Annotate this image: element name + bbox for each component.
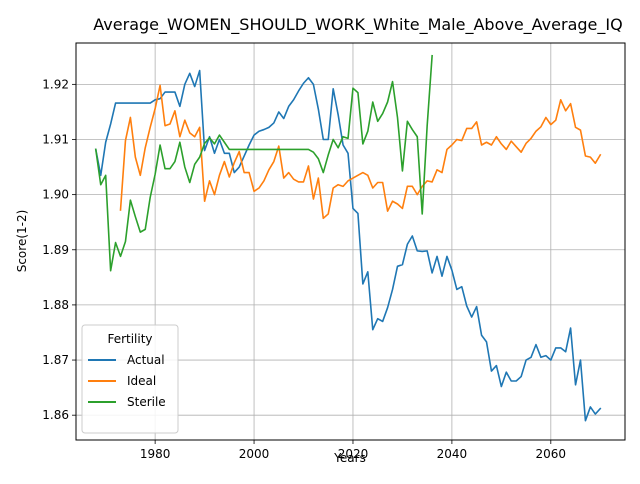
series-line-ideal xyxy=(119,84,602,220)
x-tick-label: 2060 xyxy=(536,447,567,461)
y-axis-ticks: 1.86 1.87 1.88 1.89 1.90 1.91 1.92 xyxy=(42,77,76,422)
x-axis-ticks: 1980 2000 2020 2040 2060 xyxy=(140,440,566,461)
y-tick-label: 1.92 xyxy=(42,77,69,91)
legend-box xyxy=(81,324,179,434)
y-tick-label: 1.86 xyxy=(42,408,69,422)
legend-label-ideal: Ideal xyxy=(127,374,156,388)
legend-label-sterile: Sterile xyxy=(127,395,166,409)
series-line-actual xyxy=(94,69,602,422)
x-tick-label: 1980 xyxy=(140,447,171,461)
plot-area-frame xyxy=(75,42,626,441)
legend-items: Actual Ideal Sterile xyxy=(88,353,166,409)
legend: Fertility Actual Ideal Sterile xyxy=(81,324,179,434)
y-tick-label: 1.88 xyxy=(42,298,69,312)
y-tick-label: 1.91 xyxy=(42,132,69,146)
series-line-sterile xyxy=(94,54,433,272)
x-tick-label: 2040 xyxy=(437,447,468,461)
series-lines xyxy=(94,54,602,422)
y-axis-label: Score(1-2) xyxy=(15,210,29,273)
y-tick-label: 1.90 xyxy=(42,188,69,202)
chart-title: Average_WOMEN_SHOULD_WORK_White_Male_Abo… xyxy=(93,15,622,35)
x-tick-label: 2020 xyxy=(338,447,369,461)
x-tick-label: 2000 xyxy=(239,447,270,461)
legend-title: Fertility xyxy=(107,332,152,346)
y-tick-label: 1.89 xyxy=(42,243,69,257)
legend-label-actual: Actual xyxy=(127,353,165,367)
y-tick-label: 1.87 xyxy=(42,353,69,367)
x-axis-label: Years xyxy=(333,451,366,465)
